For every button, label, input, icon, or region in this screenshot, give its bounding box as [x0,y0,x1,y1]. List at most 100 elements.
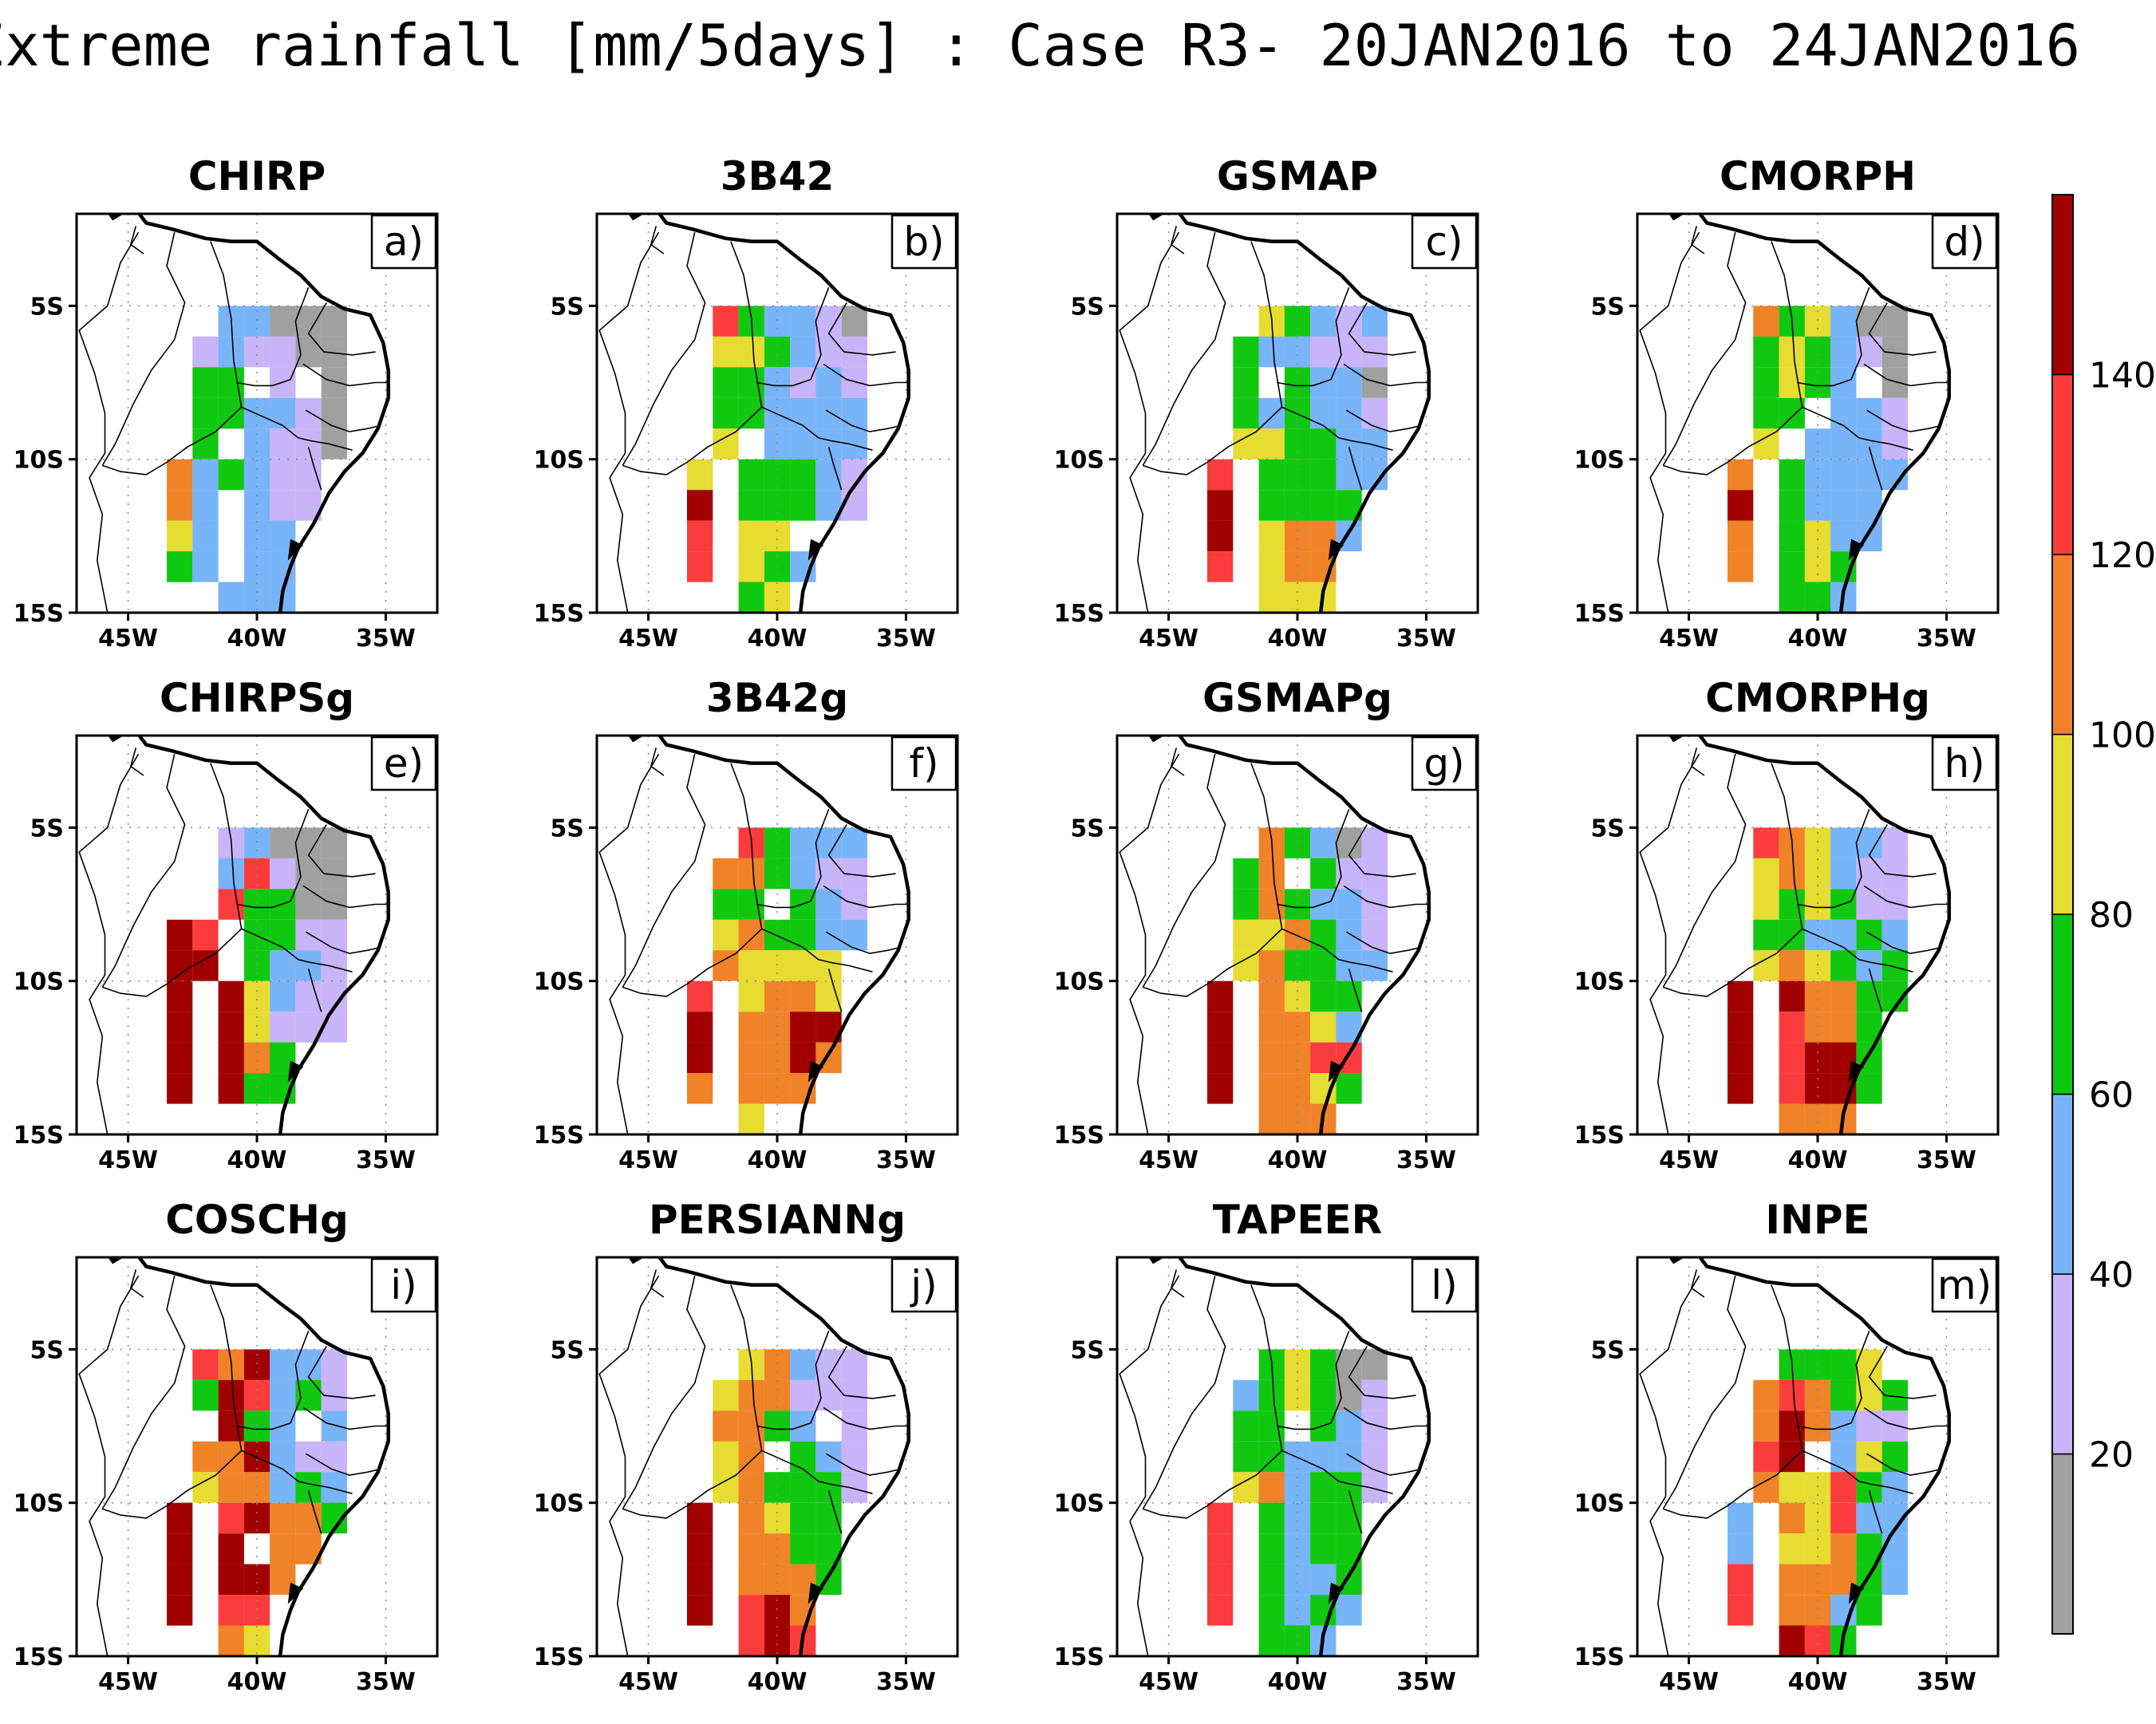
coastline [136,214,390,613]
grid-cell [1233,1379,1259,1411]
state-border [1343,1406,1429,1430]
panel-label: d) [1931,214,1998,270]
x-tick-label: 35W [1917,625,1976,653]
x-tick-label: 45W [1139,1668,1198,1696]
grid-cell [713,919,739,951]
bay-shape [287,539,304,561]
grid-cell [1233,397,1259,429]
grid-cell [1753,889,1779,920]
y-tick-label: 10S [1574,447,1625,475]
grid-cell [1258,490,1285,521]
island-shape [108,736,124,743]
x-tick-label: 40W [748,1146,808,1174]
grid-cell [1310,459,1337,491]
island-shape [1148,214,1165,221]
grid-cell [738,980,764,1012]
colorbar-segment [2051,194,2074,376]
state-border [236,1331,310,1430]
state-border [1663,241,1803,475]
grid-cell [1310,336,1337,368]
grid-cell [1779,1533,1805,1564]
grid-cell [1336,950,1362,981]
bay-shape [1848,1582,1865,1604]
panel-label: i) [370,1257,437,1313]
grid-cell [1753,367,1779,398]
grid-cell [1804,950,1831,981]
grid-cell [841,827,867,858]
panel-label: h) [1931,736,1998,791]
y-tick-label: 15S [14,1643,64,1671]
panel-title: PERSIANNg [649,1197,906,1243]
state-border [1345,931,1422,954]
panel-label-text: c) [1426,219,1463,265]
state-border [1802,1450,1913,1494]
grid-cell [167,1012,193,1043]
grid-cell [1830,919,1857,951]
grid-cell [1336,1441,1362,1473]
grid-cell [1753,1472,1779,1503]
grid-cell [167,551,193,582]
grid-cell [1804,428,1831,460]
grid-cell [218,1564,244,1596]
grid-cell [1804,1073,1831,1104]
grid-cell [1830,397,1857,429]
grid-cell [270,1502,296,1534]
grid-cell [764,1502,791,1534]
grid-cell [192,336,219,368]
coastline [136,1257,390,1656]
grid-cell [243,950,270,981]
bay-shape [287,1060,304,1083]
y-tick-label: 15S [1054,600,1104,628]
grid-cell [321,1012,347,1043]
grid-cell [1753,306,1779,337]
colorbar-segment [2051,554,2074,736]
grid-cell [687,1564,713,1596]
grid-cell [1310,1533,1337,1564]
grid-cell [1753,1441,1779,1473]
grid-cell [167,919,193,951]
grid-cell [295,1379,322,1411]
grid-cell [321,827,347,858]
state-border [1348,969,1363,1012]
state-border [1663,1284,1803,1519]
island-shape [628,736,645,743]
y-tick-label: 15S [534,600,584,628]
grid-cell [1258,1441,1285,1473]
panel-label: j) [890,1257,958,1313]
grid-cell [167,1073,193,1104]
grid-cell [790,306,816,337]
y-tick-label: 10S [534,447,584,475]
grid-cell [1336,1410,1362,1442]
grid-cell [815,919,842,951]
grid-cell [1361,889,1388,920]
y-tick-label: 5S [1591,1336,1625,1364]
state-border [622,1284,763,1519]
x-tick-label: 35W [1396,1668,1456,1696]
grid-cell [1830,1379,1857,1411]
grid-cell [790,336,816,368]
grid-cell [192,520,219,552]
grid-cell [1284,551,1311,582]
state-border [1119,753,1180,1134]
grid-cell [764,980,791,1012]
grid-cell [1728,520,1754,552]
grid-cell [1856,919,1882,951]
grid-cell [1233,336,1259,368]
grid-cell [243,459,270,491]
y-tick-label: 15S [1574,1643,1625,1671]
grid-cell [1258,1595,1285,1626]
grid-cell [1336,367,1362,398]
grid-cell [764,582,791,613]
grid-cell [243,1564,270,1596]
state-border [1348,824,1416,878]
grid-cell [1804,1103,1831,1134]
panel-label-text: d) [1944,219,1984,265]
grid-cell [243,919,270,951]
y-tick-label: 5S [1071,293,1104,321]
state-border [1802,406,1913,451]
grid-cell [167,980,193,1012]
state-border [761,1450,873,1494]
state-border [827,447,843,491]
grid-cell [218,397,244,429]
x-tick-label: 45W [1139,1146,1198,1174]
